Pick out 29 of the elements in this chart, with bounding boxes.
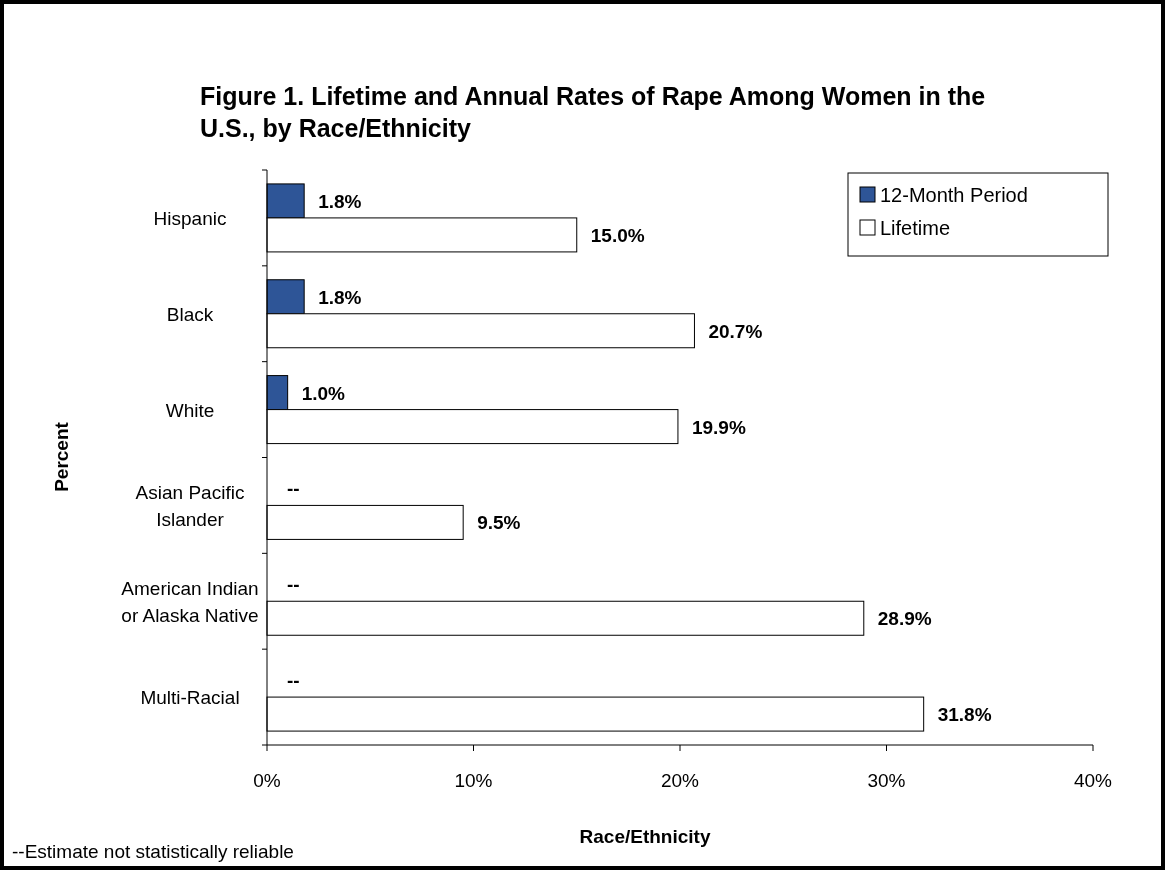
data-label: 15.0% bbox=[590, 224, 645, 246]
data-label: 19.9% bbox=[691, 416, 746, 438]
text: -- bbox=[287, 478, 300, 500]
text: -- bbox=[287, 574, 300, 596]
y-axis-title: Percent bbox=[51, 421, 72, 492]
x-tick-label: 40% bbox=[1073, 770, 1113, 791]
y-tick-label: Hispanic bbox=[153, 207, 227, 229]
y-tick-label: Black bbox=[166, 303, 214, 325]
data-label: 1.8% bbox=[318, 190, 362, 212]
chart-title: Figure 1. Lifetime and Annual Rates of Rape Among Women in the U.S., by Race/Ethnicity bbox=[200, 82, 986, 142]
legend-label: 12-Month Period bbox=[880, 184, 1028, 206]
x-tick-label: 10% bbox=[454, 770, 493, 791]
data-label: 20.7% bbox=[708, 320, 763, 342]
data-label: 9.5% bbox=[477, 512, 521, 534]
x-tick-label: 30% bbox=[867, 770, 906, 791]
text: -- bbox=[287, 670, 300, 692]
y-tick-label: Asian Pacific Islander bbox=[135, 481, 245, 530]
y-tick-label: White bbox=[165, 399, 215, 421]
text: --Estimate not statistically reliable bbox=[12, 841, 294, 862]
x-tick-label: 20% bbox=[660, 770, 700, 791]
data-label: 1.0% bbox=[301, 382, 346, 404]
y-tick-label: Multi-Racial bbox=[140, 687, 240, 709]
y-tick-label: American Indian or Alaska Native bbox=[121, 577, 259, 626]
legend-label: Lifetime bbox=[880, 217, 951, 239]
data-label: 1.8% bbox=[318, 286, 362, 308]
x-axis-title: Race/Ethnicity bbox=[579, 826, 711, 847]
x-tick-label: 0% bbox=[253, 770, 281, 791]
data-label: 28.9% bbox=[877, 608, 932, 630]
data-label: 31.8% bbox=[937, 704, 992, 726]
